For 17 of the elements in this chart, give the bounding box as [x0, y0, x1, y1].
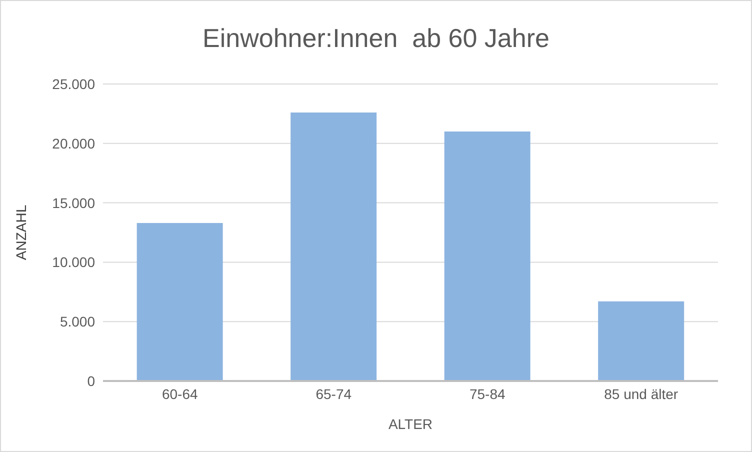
x-axis-title: ALTER — [388, 416, 433, 432]
x-tick-label: 65-74 — [316, 386, 352, 402]
x-tick-label: 85 und älter — [604, 386, 678, 402]
y-tick-label: 25.000 — [52, 76, 96, 92]
bar — [598, 301, 684, 381]
y-tick-label: 15.000 — [52, 194, 96, 211]
y-tick-label: 0 — [87, 372, 96, 389]
bar — [444, 132, 530, 381]
y-axis-title: ANZAHL — [12, 204, 29, 260]
y-tick-label: 10.000 — [52, 254, 96, 270]
bar — [136, 222, 223, 381]
chart-title: Einwohner:Innen ab 60 Jahre — [202, 23, 550, 54]
x-tick-label: 75-84 — [469, 386, 506, 402]
x-tick-label: 60-64 — [162, 386, 198, 402]
y-tick-label: 5.000 — [60, 314, 96, 330]
bar — [290, 112, 377, 381]
y-tick-label: 20.000 — [52, 135, 96, 152]
